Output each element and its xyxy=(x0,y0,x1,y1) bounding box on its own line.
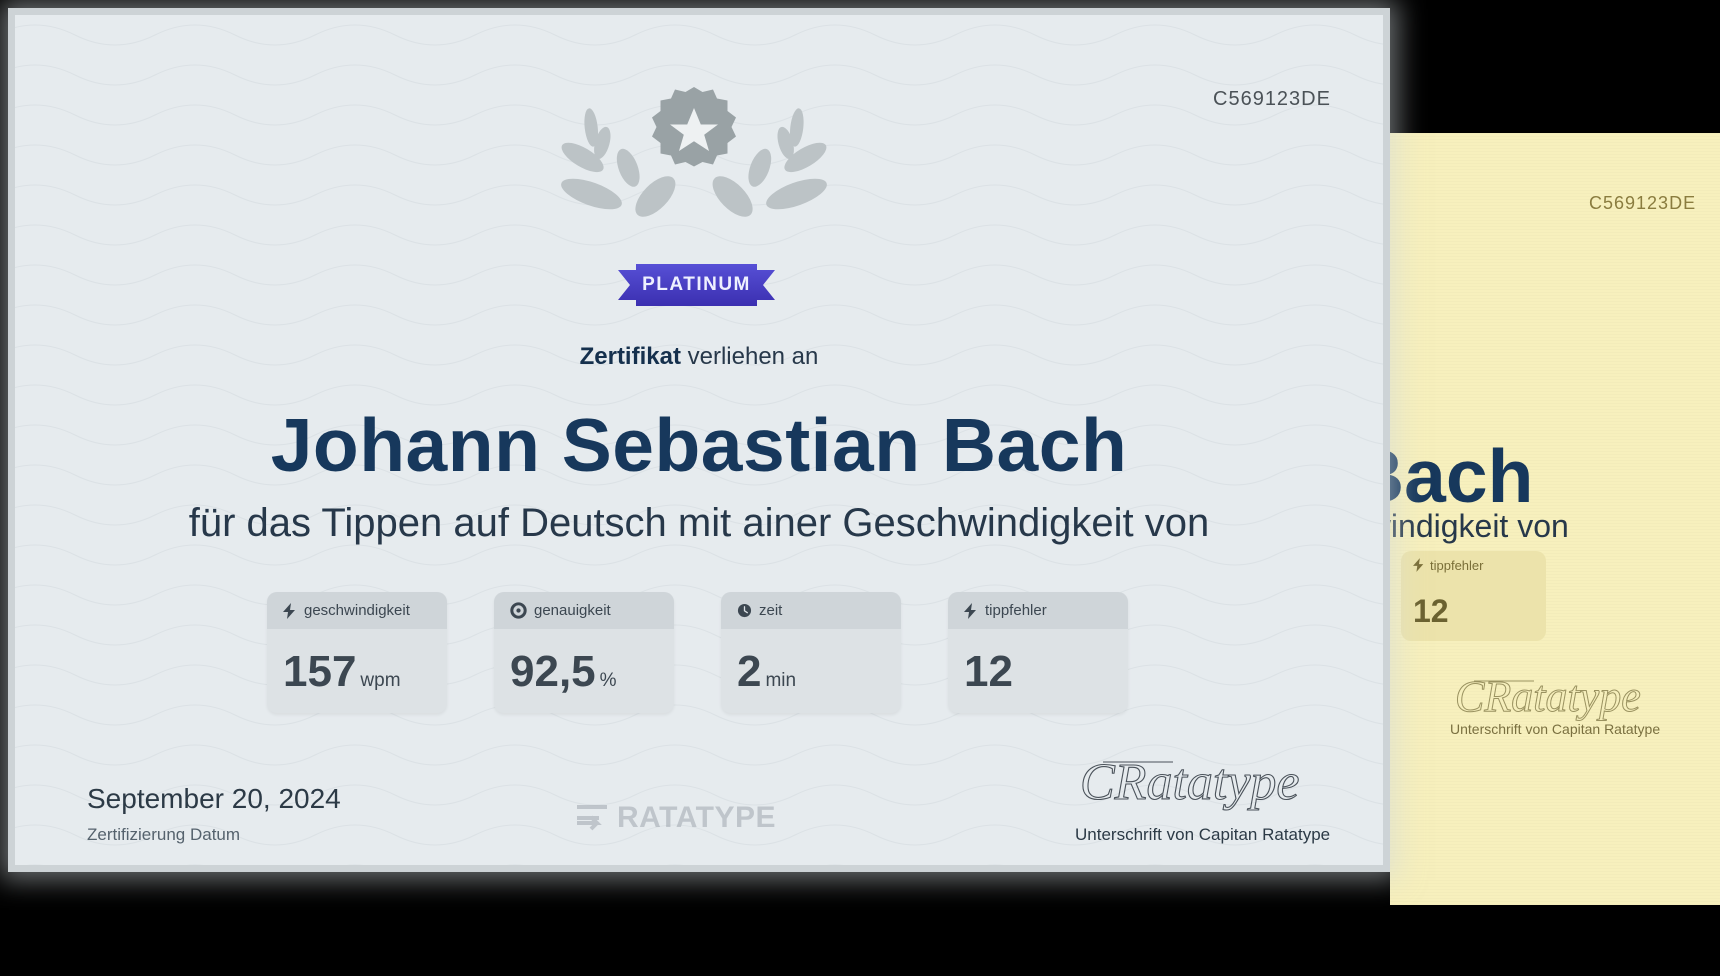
svg-text:CRatatype: CRatatype xyxy=(1455,672,1641,721)
